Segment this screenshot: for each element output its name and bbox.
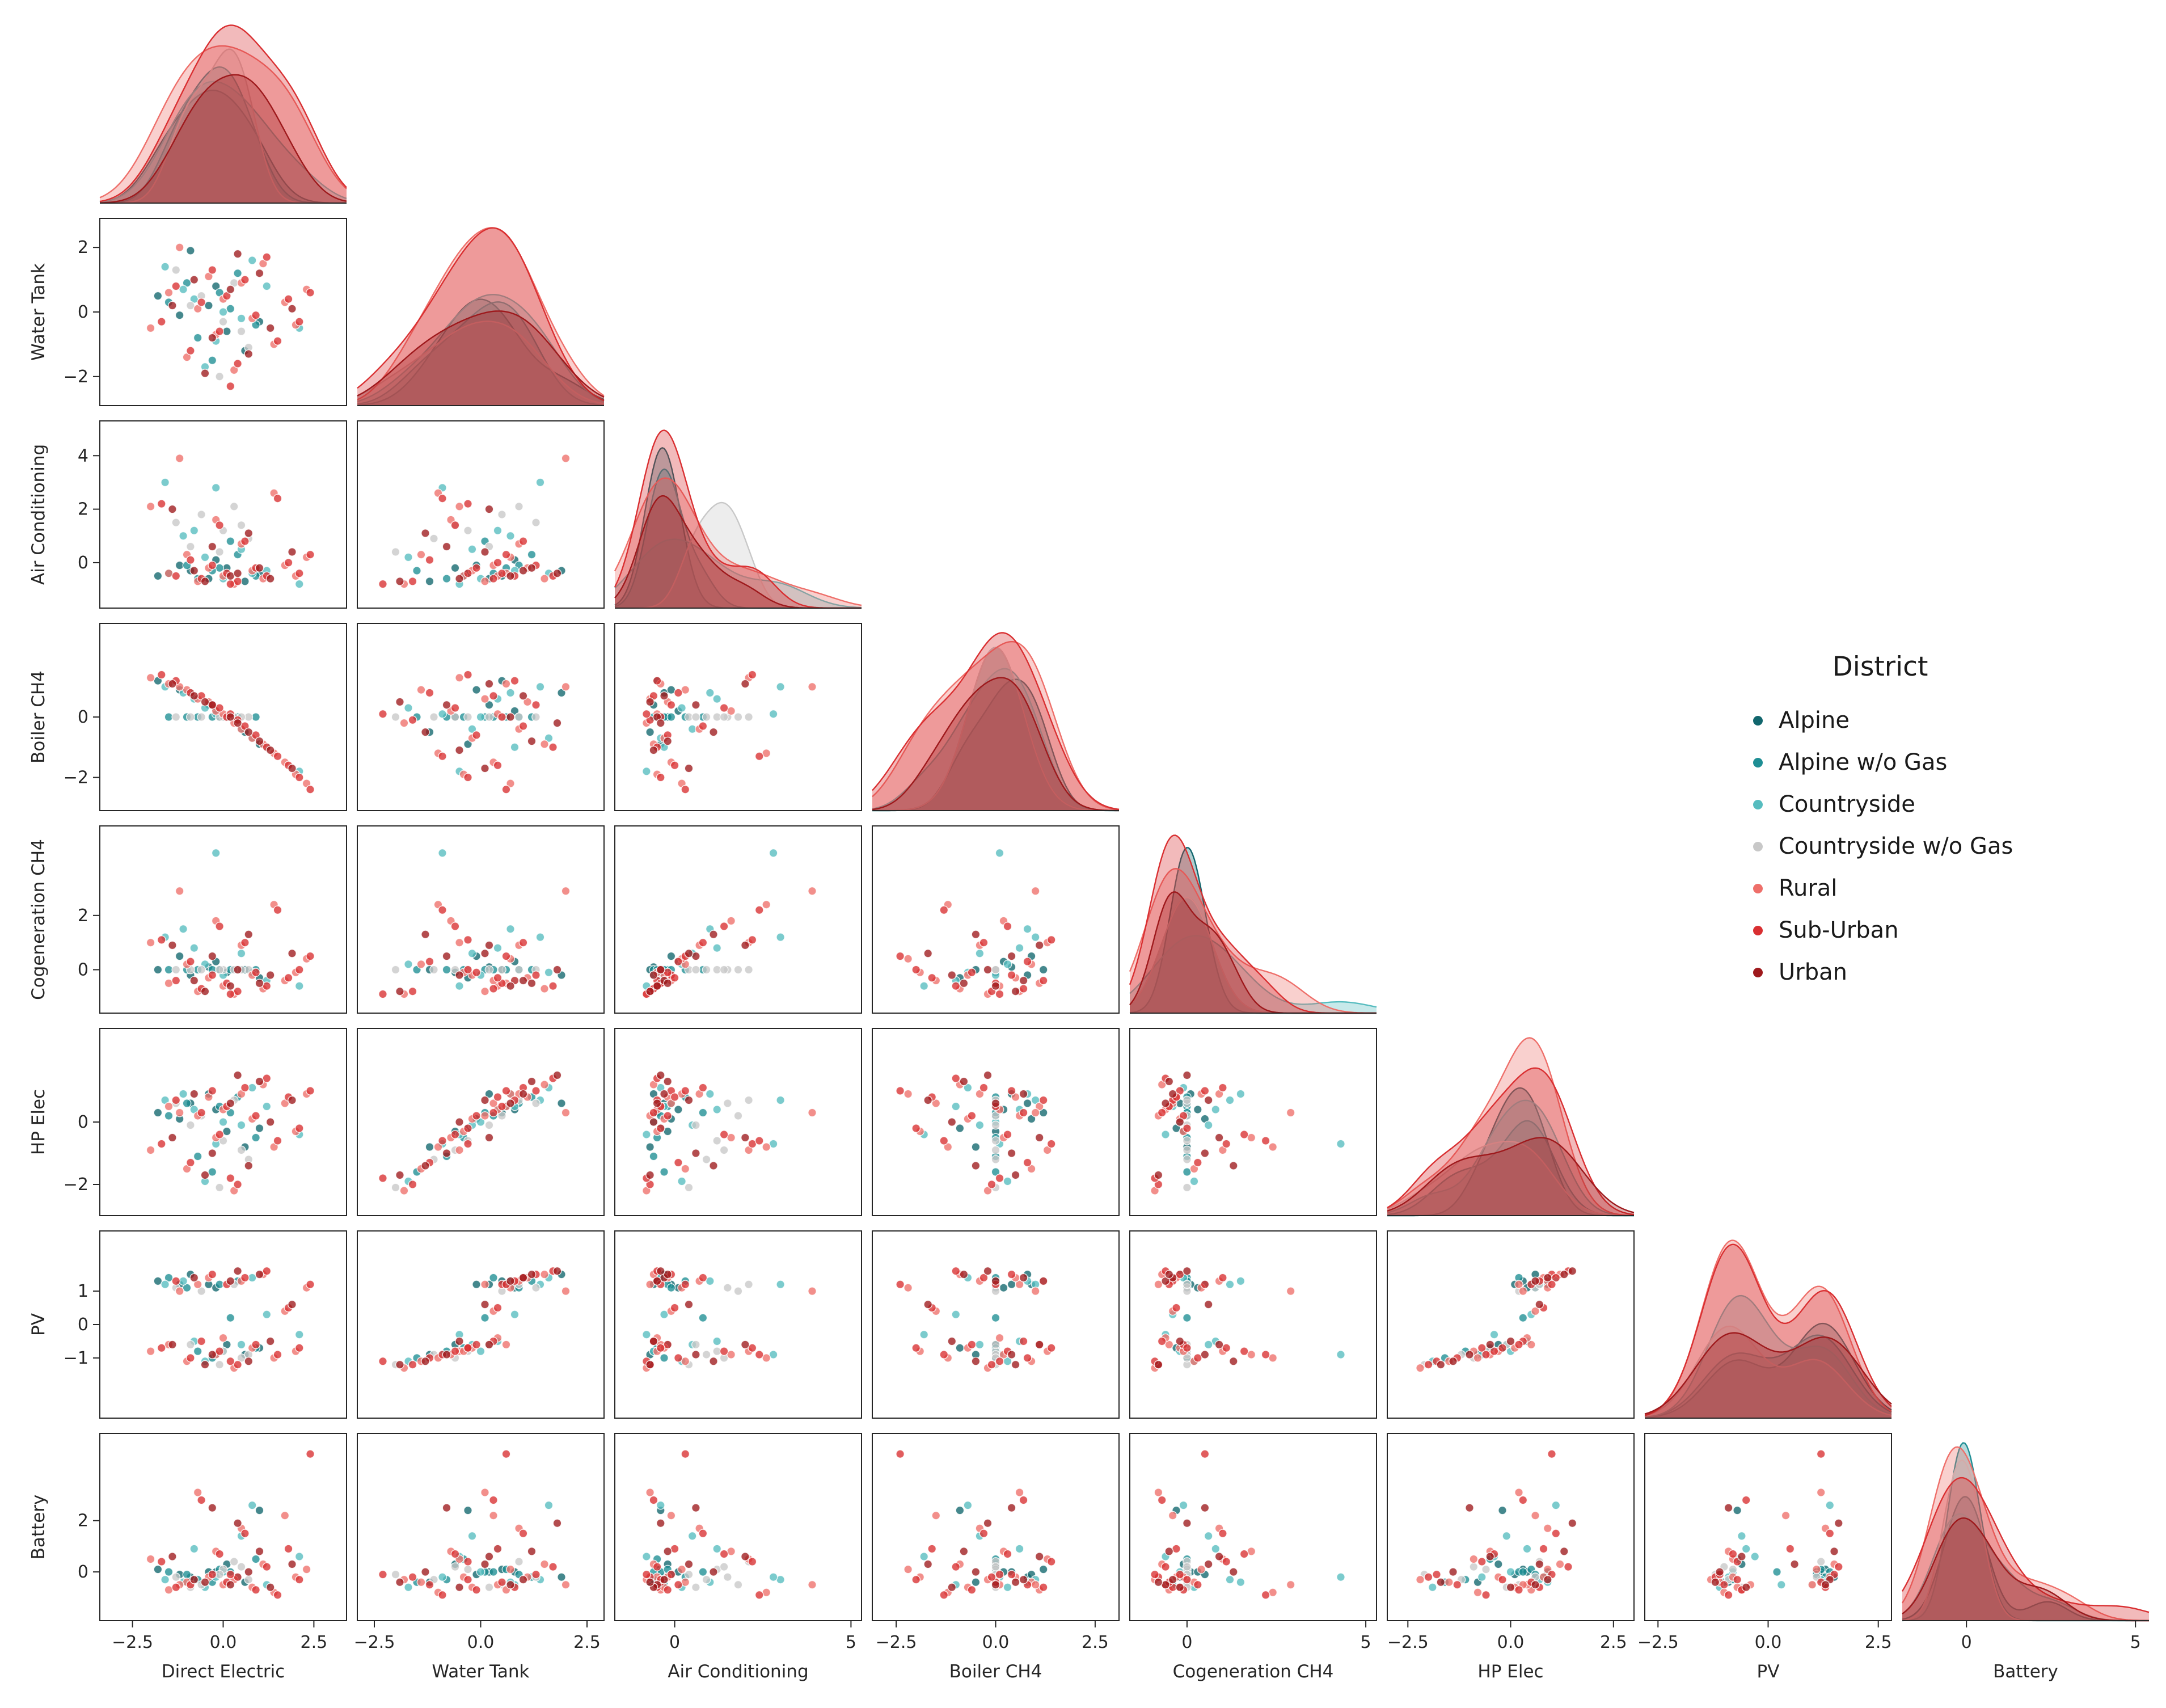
svg-text:2.5: 2.5 bbox=[1865, 1633, 1892, 1652]
legend-item-label: Rural bbox=[1779, 875, 1838, 901]
svg-text:0: 0 bbox=[78, 1112, 88, 1132]
legend-item-label: Alpine bbox=[1779, 707, 1850, 733]
svg-text:−2.5: −2.5 bbox=[1387, 1633, 1429, 1652]
legend-item: Countryside w/o Gas bbox=[1727, 825, 2033, 867]
svg-text:Air Conditioning: Air Conditioning bbox=[28, 444, 49, 585]
svg-text:−2.5: −2.5 bbox=[354, 1633, 395, 1652]
district-legend: District Alpine Alpine w/o Gas Countryside… bbox=[1727, 651, 2033, 993]
svg-text:0: 0 bbox=[78, 553, 88, 573]
legend-marker-icon bbox=[1753, 841, 1763, 851]
legend-item: Countryside bbox=[1727, 783, 2033, 825]
svg-text:2.5: 2.5 bbox=[573, 1633, 601, 1652]
svg-text:0: 0 bbox=[78, 1562, 88, 1582]
legend-marker-icon bbox=[1753, 925, 1763, 935]
legend-item: Urban bbox=[1727, 951, 2033, 993]
svg-text:−2: −2 bbox=[64, 768, 88, 788]
svg-text:Boiler CH4: Boiler CH4 bbox=[28, 670, 49, 764]
svg-text:0: 0 bbox=[669, 1633, 680, 1652]
legend-item: Alpine w/o Gas bbox=[1727, 741, 2033, 783]
svg-text:0: 0 bbox=[1961, 1633, 1972, 1652]
svg-text:PV: PV bbox=[28, 1313, 49, 1336]
svg-text:−2.5: −2.5 bbox=[1637, 1633, 1679, 1652]
svg-text:2: 2 bbox=[78, 238, 88, 258]
svg-text:Direct Electric: Direct Electric bbox=[162, 1661, 285, 1682]
svg-text:2: 2 bbox=[78, 906, 88, 926]
svg-text:0.0: 0.0 bbox=[467, 1633, 495, 1652]
svg-text:PV: PV bbox=[1757, 1661, 1780, 1682]
svg-text:0.0: 0.0 bbox=[1497, 1633, 1525, 1652]
svg-text:HP Elec: HP Elec bbox=[28, 1089, 49, 1155]
svg-text:Battery: Battery bbox=[28, 1495, 49, 1560]
svg-text:−2: −2 bbox=[64, 1175, 88, 1195]
svg-text:0.0: 0.0 bbox=[1755, 1633, 1782, 1652]
svg-text:2: 2 bbox=[78, 500, 88, 520]
legend-marker-icon bbox=[1753, 883, 1763, 893]
legend-marker-icon bbox=[1753, 715, 1763, 726]
svg-text:2.5: 2.5 bbox=[1600, 1633, 1627, 1652]
svg-text:4: 4 bbox=[78, 446, 88, 466]
svg-text:Water Tank: Water Tank bbox=[28, 263, 49, 361]
svg-text:5: 5 bbox=[2130, 1633, 2141, 1652]
svg-text:Cogeneration CH4: Cogeneration CH4 bbox=[1173, 1661, 1334, 1682]
legend-marker-icon bbox=[1753, 757, 1763, 767]
svg-text:5: 5 bbox=[846, 1633, 856, 1652]
legend-item-label: Urban bbox=[1779, 959, 1847, 985]
svg-text:Air Conditioning: Air Conditioning bbox=[668, 1661, 808, 1682]
legend-item-label: Countryside bbox=[1779, 791, 1915, 817]
legend-marker-icon bbox=[1753, 967, 1763, 977]
svg-text:0.0: 0.0 bbox=[982, 1633, 1010, 1652]
svg-text:−2: −2 bbox=[64, 367, 88, 387]
legend-item: Alpine bbox=[1727, 699, 2033, 741]
svg-text:0: 0 bbox=[78, 960, 88, 980]
svg-text:Boiler CH4: Boiler CH4 bbox=[949, 1661, 1042, 1682]
legend-item-label: Countryside w/o Gas bbox=[1779, 833, 2013, 859]
svg-text:2: 2 bbox=[78, 1511, 88, 1531]
legend-title: District bbox=[1832, 651, 1928, 682]
svg-text:1: 1 bbox=[78, 1281, 88, 1301]
svg-text:−2.5: −2.5 bbox=[876, 1633, 917, 1652]
svg-text:−2.5: −2.5 bbox=[112, 1633, 153, 1652]
legend-marker-icon bbox=[1753, 799, 1763, 809]
svg-text:Cogeneration CH4: Cogeneration CH4 bbox=[28, 839, 49, 1000]
svg-text:Battery: Battery bbox=[1993, 1661, 2058, 1682]
svg-text:5: 5 bbox=[1361, 1633, 1371, 1652]
svg-text:−1: −1 bbox=[64, 1348, 88, 1368]
legend-items: Alpine Alpine w/o Gas Countryside Countrysi… bbox=[1727, 699, 2033, 993]
svg-text:2.5: 2.5 bbox=[301, 1633, 328, 1652]
legend-item-label: Alpine w/o Gas bbox=[1779, 749, 1948, 775]
svg-text:0.0: 0.0 bbox=[210, 1633, 237, 1652]
svg-text:0: 0 bbox=[1181, 1633, 1192, 1652]
legend-item: Sub-Urban bbox=[1727, 909, 2033, 951]
legend-item: Rural bbox=[1727, 867, 2033, 909]
svg-text:0: 0 bbox=[78, 707, 88, 727]
legend-item-label: Sub-Urban bbox=[1779, 917, 1899, 943]
svg-text:2.5: 2.5 bbox=[1082, 1633, 1109, 1652]
svg-text:0: 0 bbox=[78, 1315, 88, 1335]
svg-text:HP Elec: HP Elec bbox=[1477, 1661, 1543, 1682]
svg-text:Water Tank: Water Tank bbox=[432, 1661, 530, 1682]
svg-text:0: 0 bbox=[78, 302, 88, 322]
